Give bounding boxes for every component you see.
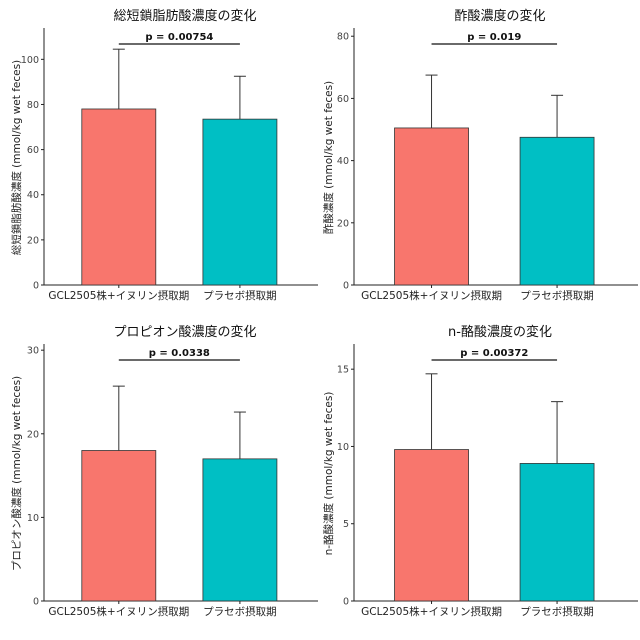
y-tick-label: 0 xyxy=(33,597,39,608)
y-tick-label: 80 xyxy=(27,100,39,111)
bar-1 xyxy=(81,450,157,602)
y-tick-label: 20 xyxy=(337,218,349,229)
bar-2 xyxy=(519,463,595,602)
x-tick-label: プラセボ摂取期 xyxy=(520,605,594,618)
y-tick-label: 100 xyxy=(21,55,39,66)
y-axis-label: 総短鎖脂肪酸濃度 (mmol/kg wet feces) xyxy=(10,60,23,255)
y-tick-label: 20 xyxy=(27,429,39,440)
x-tick-label: GCL2505株+イヌリン摂取期 xyxy=(361,605,502,618)
y-axis-label: n-酪酸濃度 (mmol/kg wet feces) xyxy=(322,392,335,556)
x-tick-label: GCL2505株+イヌリン摂取期 xyxy=(48,289,189,302)
x-tick-label: GCL2505株+イヌリン摂取期 xyxy=(361,289,502,302)
x-tick-label: プラセボ摂取期 xyxy=(520,289,594,302)
y-tick-label: 80 xyxy=(337,32,349,43)
x-tick-label: プラセボ摂取期 xyxy=(203,289,277,302)
y-tick-label: 40 xyxy=(337,156,349,167)
y-tick-label: 0 xyxy=(343,281,349,292)
bar-2 xyxy=(202,118,278,286)
chart-title: n-酪酸濃度の変化 xyxy=(448,324,552,340)
chart-title: 総短鎖脂肪酸濃度の変化 xyxy=(113,8,256,24)
y-axis-label: 酢酸濃度 (mmol/kg wet feces) xyxy=(322,81,335,234)
chart-title: 酢酸濃度の変化 xyxy=(454,8,545,24)
y-tick-label: 20 xyxy=(27,235,39,246)
x-tick-label: プラセボ摂取期 xyxy=(203,605,277,618)
bar-2 xyxy=(519,136,595,286)
bar-2 xyxy=(202,458,278,602)
y-tick-label: 5 xyxy=(343,519,349,530)
y-tick-label: 10 xyxy=(337,442,349,453)
p-value-label: p = 0.0338 xyxy=(149,348,210,359)
chart-title: プロピオン酸濃度の変化 xyxy=(113,324,256,340)
y-tick-label: 0 xyxy=(33,281,39,292)
y-tick-label: 15 xyxy=(337,365,349,376)
y-tick-label: 30 xyxy=(27,346,39,357)
x-tick-label: GCL2505株+イヌリン摂取期 xyxy=(48,605,189,618)
p-value-label: p = 0.00372 xyxy=(460,348,528,359)
bar-1 xyxy=(81,108,157,286)
y-tick-label: 0 xyxy=(343,597,349,608)
bar-1 xyxy=(394,127,469,286)
y-tick-label: 40 xyxy=(27,190,39,201)
p-value-label: p = 0.019 xyxy=(467,32,521,43)
y-axis-label: プロピオン酸濃度 (mmol/kg wet feces) xyxy=(10,376,23,571)
y-tick-label: 60 xyxy=(337,94,349,105)
chart-panel-4: n-酪酸濃度の変化 n-酪酸濃度 (mmol/kg wet feces) 0 5 10 1… xyxy=(322,324,638,618)
p-value-label: p = 0.00754 xyxy=(145,32,213,43)
y-tick-label: 60 xyxy=(27,145,39,156)
bar-1 xyxy=(394,449,469,602)
y-tick-label: 10 xyxy=(27,513,39,524)
